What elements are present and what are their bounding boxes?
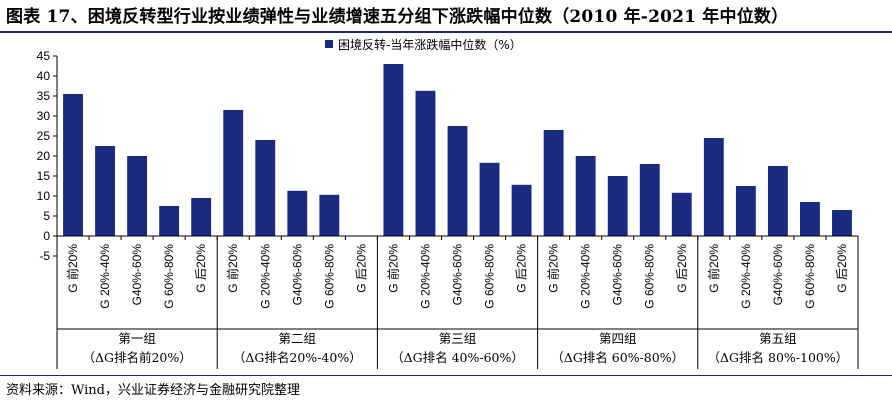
group-label: 第二组 (279, 331, 317, 346)
category-label: G 20%-40% (258, 244, 272, 309)
y-tick-label: 5 (43, 209, 50, 223)
y-tick-label: 25 (37, 129, 51, 143)
category-label: G 20%-40% (98, 244, 112, 309)
bar (511, 184, 532, 236)
y-tick-label: 15 (37, 169, 51, 183)
bar (63, 94, 83, 236)
bar (575, 156, 596, 236)
category-label: G 前20% (65, 244, 80, 293)
category-label: G40%-60% (130, 244, 144, 306)
category-label: G40%-60% (290, 244, 304, 306)
x-axis: G 前20% G 20%-40% G40%-60% G 60%-80% G 后20% 第一… (56, 235, 859, 369)
bar (607, 176, 628, 236)
bar (703, 138, 724, 236)
bar (800, 202, 820, 236)
bar (832, 210, 852, 236)
source-rule (0, 375, 892, 376)
bars (63, 64, 852, 236)
group-label: 第五组 (759, 331, 797, 346)
category-label: G 60%-80% (162, 244, 176, 309)
category-label: G 60%-80% (803, 244, 817, 309)
category-label: G 20%-40% (418, 244, 432, 309)
bar (639, 164, 660, 236)
legend-swatch (325, 40, 333, 48)
y-tick-label: 30 (37, 109, 51, 123)
category-label: G 后20% (835, 244, 849, 293)
category-label: G 60%-80% (483, 244, 497, 309)
group-label: 第一组 (118, 331, 156, 346)
bar (255, 140, 276, 236)
category-label: G 20%-40% (579, 244, 593, 309)
category-label: G40%-60% (771, 244, 785, 306)
category-label: G 后20% (515, 244, 529, 293)
group-label: 第三组 (439, 331, 477, 346)
y-tick-label: 0 (43, 229, 50, 243)
category-label: G 前20% (385, 244, 400, 293)
y-axis: -5 0 5 10 15 20 25 30 35 40 45 (37, 49, 58, 263)
group-label: 第四组 (599, 331, 637, 346)
bar (543, 130, 564, 236)
category-label: G 后20% (194, 244, 208, 293)
y-tick-label: -5 (39, 249, 50, 263)
bar-chart: 困境反转-当年涨跌幅中位数（%） -5 0 5 10 15 20 25 30 35 40 45 G … (37, 37, 859, 369)
bar (127, 156, 148, 236)
legend-label: 困境反转-当年涨跌幅中位数（%） (338, 37, 522, 52)
category-label: G 60%-80% (643, 244, 657, 309)
category-label: G 前20% (225, 244, 240, 293)
bar (191, 198, 212, 236)
bar (223, 110, 244, 236)
bar (735, 186, 756, 236)
y-tick-label: 45 (37, 49, 51, 63)
bar (671, 192, 692, 236)
bar (95, 146, 115, 236)
category-label: G 后20% (675, 244, 689, 293)
bar (767, 166, 788, 236)
y-tick-label: 20 (37, 149, 51, 163)
bar (447, 126, 468, 236)
category-label: G40%-60% (451, 244, 465, 306)
y-tick-label: 10 (37, 189, 51, 203)
bar (159, 206, 180, 236)
y-tick-label: 35 (37, 89, 51, 103)
category-label: G 60%-80% (322, 244, 336, 309)
bar (383, 64, 404, 236)
chart-title: 图表 17、困境反转型行业按业绩弹性与业绩增速五分组下涨跌幅中位数（2010 年… (6, 7, 789, 27)
bar (415, 90, 436, 236)
bar (479, 162, 500, 236)
category-label: G 前20% (546, 244, 561, 293)
group-subtitle: （ΔG排名20%-40%） (233, 350, 362, 365)
source-note: 资料来源：Wind，兴业证券经济与金融研究院整理 (6, 383, 300, 398)
y-tick-label: 40 (37, 69, 51, 83)
group-subtitle: （ΔG排名前20%） (82, 350, 191, 365)
category-label: G 前20% (706, 244, 721, 293)
bar (319, 194, 340, 236)
category-label: G 后20% (354, 244, 368, 293)
category-label: G 20%-40% (739, 244, 753, 309)
category-label: G40%-60% (611, 244, 625, 306)
group-subtitle: （ΔG排名 40%-60%） (391, 350, 524, 365)
group-subtitle: （ΔG排名 60%-80%） (551, 350, 684, 365)
legend: 困境反转-当年涨跌幅中位数（%） (325, 37, 522, 52)
title-rule (0, 31, 892, 33)
group-subtitle: （ΔG排名 80%-100%） (708, 350, 849, 365)
bar (287, 190, 308, 236)
